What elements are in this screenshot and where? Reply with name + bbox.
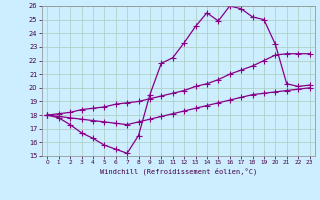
X-axis label: Windchill (Refroidissement éolien,°C): Windchill (Refroidissement éolien,°C) <box>100 168 257 175</box>
